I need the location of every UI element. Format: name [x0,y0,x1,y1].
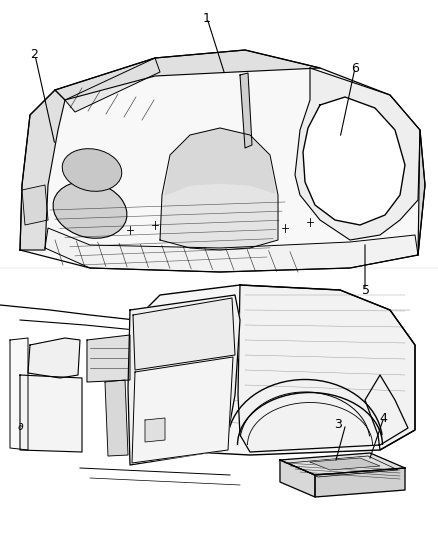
Text: 1: 1 [203,12,211,25]
Polygon shape [165,128,275,195]
Polygon shape [145,418,165,442]
Polygon shape [55,50,320,100]
Polygon shape [238,285,415,452]
Text: ∂: ∂ [18,422,24,432]
Polygon shape [135,285,415,455]
Polygon shape [45,228,418,272]
Ellipse shape [53,182,127,238]
Polygon shape [20,375,82,452]
Ellipse shape [62,149,122,191]
Text: 2: 2 [30,49,38,61]
Polygon shape [315,468,405,497]
Polygon shape [133,298,235,370]
Polygon shape [240,73,252,148]
Polygon shape [280,453,405,475]
Polygon shape [303,97,405,225]
Polygon shape [128,295,240,465]
Polygon shape [418,130,425,255]
Polygon shape [22,185,48,225]
Text: 5: 5 [362,284,370,296]
Polygon shape [65,58,160,112]
Polygon shape [10,338,28,450]
Text: 3: 3 [334,418,342,432]
Polygon shape [310,458,380,470]
Polygon shape [132,357,233,463]
Polygon shape [105,380,128,456]
Polygon shape [87,335,130,382]
Text: 6: 6 [351,61,359,75]
Polygon shape [295,68,420,240]
Polygon shape [28,338,80,378]
Polygon shape [160,128,278,250]
Text: 4: 4 [379,411,387,424]
Polygon shape [20,90,65,250]
Polygon shape [20,50,425,272]
Polygon shape [280,460,315,497]
